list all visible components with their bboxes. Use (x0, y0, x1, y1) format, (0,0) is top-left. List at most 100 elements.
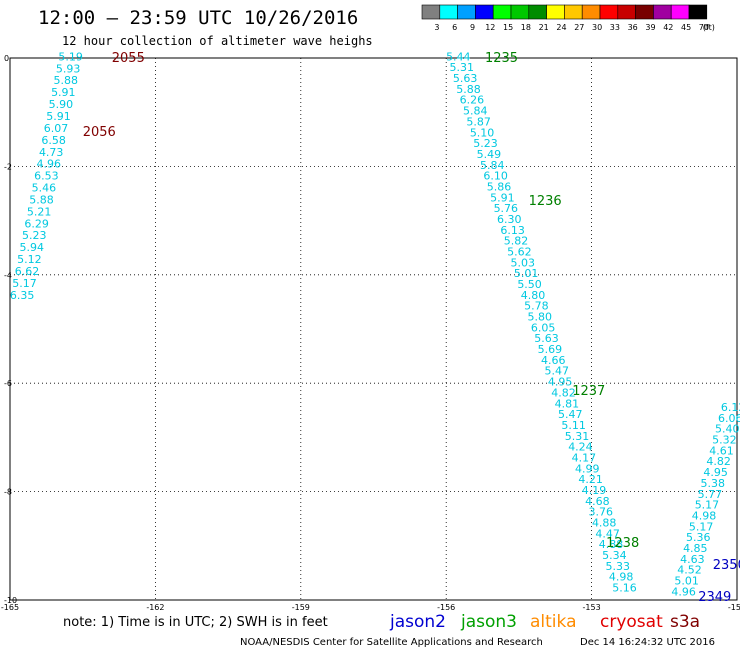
swh-value-label: 4.21 (578, 473, 603, 486)
swh-value-label: 5.69 (538, 343, 563, 356)
swh-value-label: 5.01 (514, 267, 539, 280)
swh-value-label: 5.11 (561, 419, 586, 432)
swh-value-label: 4.98 (692, 509, 717, 522)
swh-value-label: 5.88 (53, 74, 78, 87)
swh-value-label: 5.84 (463, 105, 488, 118)
swh-value-label: 5.19 (58, 50, 83, 63)
swh-value-label: 5.91 (490, 191, 515, 204)
swh-value-label: 5.10 (470, 126, 495, 139)
swh-value-label: 5.87 (466, 115, 491, 128)
color-swatch (653, 4, 672, 20)
color-swatch (635, 4, 654, 20)
y-tick-label: -6 (4, 379, 12, 388)
swh-value-label: 5.44 (446, 50, 471, 63)
swh-value-label: 5.23 (22, 229, 47, 242)
satellite-legend-entry: jason2 (389, 612, 446, 632)
color-swatch (457, 4, 476, 20)
swh-value-label: 4.88 (599, 538, 624, 551)
satellite-legend-entry: cryosat (600, 612, 663, 632)
swh-value-label: 5.31 (565, 430, 590, 443)
swh-value-label: 5.91 (46, 110, 71, 123)
swh-value-label: 4.98 (609, 571, 634, 584)
swh-value-label: 5.94 (20, 241, 45, 254)
swh-value-label: 5.40 (715, 423, 740, 436)
axis-tick-labels: -165 -162 -159 -156 -153 -150 0 -2 -4 -6 -8 -10 (1, 54, 740, 612)
swh-value-label: 4.17 (572, 451, 597, 464)
swh-value-label: 4.73 (39, 146, 64, 159)
color-scale-label: 42 (663, 23, 673, 32)
color-scale-label: 3 (434, 23, 439, 32)
swh-value-label: 4.24 (568, 441, 593, 454)
swh-value-label: 4.96 (671, 585, 696, 598)
color-scale-label: 45 (681, 23, 691, 32)
color-scale-label: 36 (628, 23, 638, 32)
swh-value-label: 6.58 (41, 134, 66, 147)
color-scale-label: 6 (452, 23, 457, 32)
swh-value-label: 6.26 (460, 94, 485, 107)
x-tick-label: -156 (437, 603, 455, 612)
x-tick-label: -153 (583, 603, 601, 612)
swh-value-label: 6.62 (15, 265, 40, 278)
swh-value-label: 4.19 (582, 484, 607, 497)
color-scale-label: 30 (592, 23, 602, 32)
swh-value-label: 6.35 (10, 289, 35, 302)
plot-grid (10, 58, 737, 600)
swh-value-label: 6.29 (24, 217, 49, 230)
pass-number-label: 2056 (83, 125, 116, 140)
color-scale-label: 21 (539, 23, 549, 32)
y-tick-label: 0 (4, 54, 9, 63)
color-scale-label: 33 (610, 23, 620, 32)
color-swatch (617, 4, 636, 20)
swh-value-label: 5.38 (701, 477, 726, 490)
swh-value-label: 5.49 (477, 148, 502, 161)
swh-value-label: 4.82 (706, 455, 731, 468)
swh-value-label: 6.53 (34, 170, 59, 183)
swh-value-label: 6.30 (497, 213, 522, 226)
swh-value-label: 5.23 (473, 137, 498, 150)
color-scale-label: 24 (556, 23, 566, 32)
color-swatch (492, 4, 512, 20)
x-tick-label: -162 (146, 603, 164, 612)
swh-value-label: 5.16 (612, 582, 637, 595)
swh-data-points: 5.195.935.885.915.905.916.076.584.734.96… (10, 50, 740, 598)
y-tick-label: -2 (4, 162, 12, 171)
swh-value-label: 5.47 (544, 365, 569, 378)
swh-value-label: 5.12 (17, 253, 42, 266)
swh-value-label: 5.33 (606, 560, 631, 573)
pass-number-label: 1238 (606, 536, 639, 551)
pass-number-label: 1235 (485, 51, 518, 66)
color-scale-label: 12 (485, 23, 495, 32)
swh-value-label: 5.21 (27, 205, 52, 218)
color-swatch (475, 4, 494, 20)
color-swatch (546, 4, 565, 20)
swh-value-label: 5.47 (558, 408, 583, 421)
pass-number-label: 2055 (112, 51, 145, 66)
swh-value-label: 5.78 (524, 300, 549, 313)
footer-credit: NOAA/NESDIS Center for Satellite Applica… (240, 637, 543, 648)
swh-track: 4.965.014.524.634.855.365.174.985.175.77… (671, 401, 740, 598)
swh-value-label: 5.80 (527, 311, 552, 324)
pass-labels: 2055 2056 1235 1236 1237 1238 2350 2349 (83, 51, 740, 605)
swh-value-label: 5.84 (480, 159, 505, 172)
swh-value-label: 4.96 (37, 158, 62, 171)
pass-number-label: 2350 (713, 558, 740, 573)
color-swatch (421, 4, 441, 20)
pass-number-label: 2349 (698, 590, 731, 605)
swh-value-label: 5.88 (456, 83, 481, 96)
swh-value-label: 5.03 (511, 256, 536, 269)
swh-value-label: 6.12 (721, 401, 740, 414)
swh-value-label: 5.62 (507, 245, 532, 258)
swh-value-label: 6.05 (531, 321, 556, 334)
swh-value-label: 5.46 (32, 182, 57, 195)
satellite-legend-entry: s3a (670, 612, 700, 632)
swh-value-label: 5.17 (12, 277, 37, 290)
plot-frame (9, 57, 738, 601)
pass-number-label: 1236 (529, 194, 562, 209)
swh-value-label: 3.76 (589, 506, 614, 519)
swh-value-label: 4.82 (551, 386, 576, 399)
color-swatch (670, 4, 690, 20)
color-scale-label: 15 (503, 23, 513, 32)
swh-value-label: 4.95 (703, 466, 728, 479)
color-swatch (581, 4, 601, 20)
swh-value-label: 4.80 (521, 289, 546, 302)
